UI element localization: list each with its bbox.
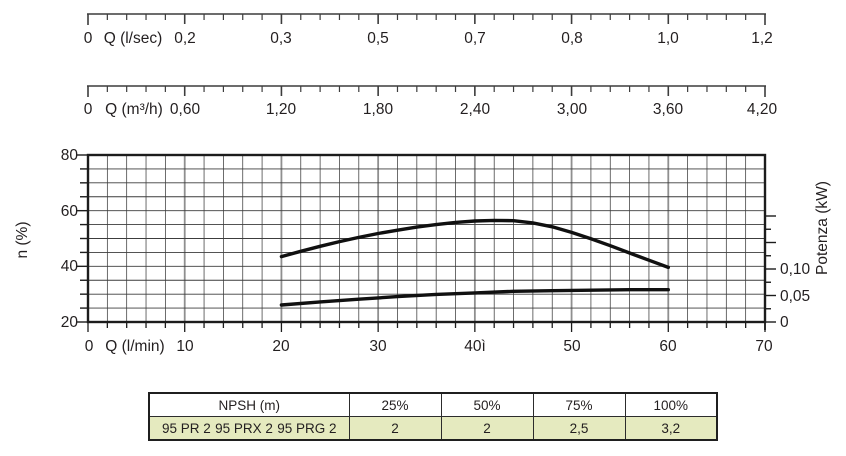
flow-lmin-tick-label: 10 bbox=[176, 338, 194, 355]
flow-lsec-ruler: 0 Q (l/sec) 0,2 0,3 0,5 0,7 0,8 1,0 1,2 bbox=[84, 13, 773, 47]
flow-lsec-zero-label: 0 bbox=[84, 30, 93, 47]
npsh-value-row: 95 PR 2 95 PRX 2 95 PRG 2 2 2 2,5 3,2 bbox=[148, 416, 718, 441]
flow-m3h-tick-label: 3,60 bbox=[653, 101, 684, 118]
flow-lmin-unit-label: Q (l/min) bbox=[105, 338, 164, 355]
flow-m3h-tick-label: 0,60 bbox=[170, 101, 201, 118]
flow-m3h-tick-label: 1,20 bbox=[266, 101, 297, 118]
npsh-value-cell: 2,5 bbox=[532, 416, 626, 441]
power-tick-label: 0,10 bbox=[780, 261, 811, 278]
flow-lmin-tick-label: 40ì bbox=[464, 338, 486, 355]
efficiency-tick-label: 20 bbox=[61, 314, 79, 331]
npsh-table: NPSH (m) 25% 50% 75% 100% 95 PR 2 95 PRX… bbox=[148, 392, 718, 441]
npsh-value-cell: 2 bbox=[348, 416, 442, 441]
npsh-header-cell: 100% bbox=[624, 392, 718, 417]
efficiency-tick-label: 80 bbox=[61, 147, 79, 164]
flow-m3h-tick-label: 2,40 bbox=[460, 101, 491, 118]
flow-m3h-zero-label: 0 bbox=[84, 101, 93, 118]
flow-m3h-unit-label: Q (m³/h) bbox=[105, 101, 163, 118]
npsh-value-cell: 3,2 bbox=[624, 416, 718, 441]
flow-lmin-tick-label: 60 bbox=[659, 338, 677, 355]
pump-models-cell: 95 PR 2 95 PRX 2 95 PRG 2 bbox=[148, 416, 350, 441]
npsh-header-row: NPSH (m) 25% 50% 75% 100% bbox=[148, 392, 718, 417]
efficiency-power-plot: 80 60 40 20 n (%) 0,10 0,05 0 Potenza (k… bbox=[14, 147, 831, 355]
pump-model: 95 PRX 2 bbox=[215, 420, 273, 436]
flow-lmin-tick-label: 30 bbox=[369, 338, 387, 355]
flow-lmin-tick-label: 70 bbox=[755, 338, 773, 355]
npsh-header-cell: 75% bbox=[532, 392, 626, 417]
npsh-value-cell: 2 bbox=[440, 416, 534, 441]
efficiency-tick-label: 60 bbox=[61, 203, 79, 220]
flow-m3h-tick-label: 3,00 bbox=[557, 101, 588, 118]
npsh-header-cell: NPSH (m) bbox=[148, 392, 350, 417]
flow-lsec-tick-label: 1,2 bbox=[751, 30, 773, 47]
efficiency-axis-title: n (%) bbox=[14, 221, 31, 258]
flow-m3h-ruler-ticks bbox=[87, 85, 766, 97]
npsh-header-cell: 50% bbox=[440, 392, 534, 417]
flow-lsec-tick-label: 1,0 bbox=[657, 30, 679, 47]
plot-gridlines bbox=[88, 155, 765, 322]
flow-m3h-ruler: 0 Q (m³/h) 0,60 1,20 1,80 2,40 3,00 3,60… bbox=[84, 85, 778, 118]
flow-lsec-tick-label: 0,7 bbox=[464, 30, 486, 47]
flow-lmin-zero-label: 0 bbox=[85, 338, 94, 355]
pump-model: 95 PRG 2 bbox=[277, 420, 337, 436]
flow-lsec-tick-label: 0,8 bbox=[561, 30, 583, 47]
flow-lsec-unit-label: Q (l/sec) bbox=[104, 30, 163, 47]
plot-curves bbox=[279, 218, 670, 307]
pump-curves-chart: 0 Q (l/sec) 0,2 0,3 0,5 0,7 0,8 1,0 1,2 … bbox=[14, 13, 831, 355]
flow-m3h-tick-label: 4,20 bbox=[747, 101, 778, 118]
flow-lmin-tick-label: 20 bbox=[272, 338, 290, 355]
flow-lsec-tick-label: 0,3 bbox=[270, 30, 292, 47]
flow-lsec-ruler-ticks bbox=[87, 13, 766, 25]
flow-m3h-tick-label: 1,80 bbox=[363, 101, 394, 118]
curve-power bbox=[279, 288, 670, 307]
flow-lsec-tick-label: 0,5 bbox=[367, 30, 389, 47]
flow-lsec-tick-label: 0,2 bbox=[174, 30, 196, 47]
power-axis-title: Potenza (kW) bbox=[814, 181, 831, 275]
efficiency-tick-label: 40 bbox=[61, 258, 79, 275]
curve-efficiency bbox=[279, 218, 670, 270]
flow-lmin-tick-label: 50 bbox=[563, 338, 581, 355]
power-tick-label: 0 bbox=[780, 314, 789, 331]
npsh-header-cell: 25% bbox=[348, 392, 442, 417]
power-tick-label: 0,05 bbox=[780, 288, 810, 305]
plot-axis-ticks bbox=[76, 154, 776, 332]
pump-model: 95 PR 2 bbox=[162, 420, 211, 436]
